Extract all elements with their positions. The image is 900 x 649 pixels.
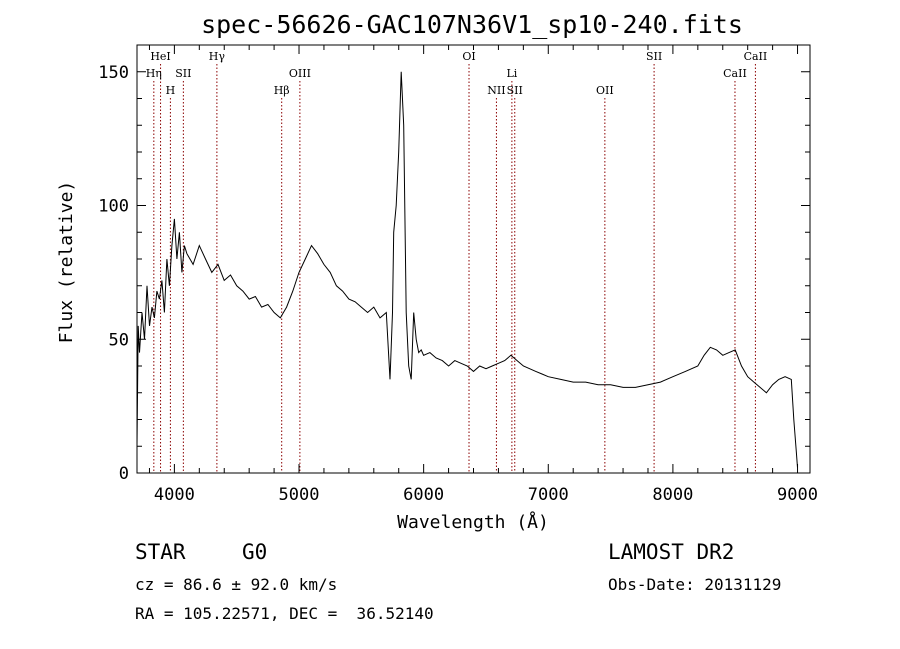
x-axis: 4000 5000 6000 7000 8000 9000 (148, 45, 818, 505)
line-label-4: Hγ (209, 50, 226, 63)
x-tick-label-4: 8000 (652, 485, 693, 505)
y-tick-label-3: 150 (98, 63, 129, 83)
y-axis-label: Flux (relative) (56, 181, 77, 344)
chart-title: spec-56626-GAC107N36V1_sp10-240.fits (201, 10, 743, 39)
line-label-5: Hβ (274, 84, 290, 97)
y-tick-label-2: 100 (98, 197, 129, 217)
line-label-12: SII (646, 50, 662, 63)
line-label-7: OI (462, 50, 475, 63)
line-label-6: OIII (289, 67, 311, 80)
line-label-8: NII (487, 84, 505, 97)
y-axis: 0 50 100 150 (98, 44, 810, 484)
line-label-9: Li (506, 67, 517, 80)
spectrum-line (136, 71, 798, 468)
x-tick-label-2: 6000 (403, 485, 444, 505)
line-label-14: CaII (744, 50, 768, 63)
line-label-3: SII (175, 67, 191, 80)
obs-date: Obs-Date: 20131129 (608, 575, 782, 594)
line-label-13: CaII (723, 67, 747, 80)
line-label-11: OII (596, 84, 614, 97)
spectrum-chart: spec-56626-GAC107N36V1_sp10-240.fits HeI… (56, 10, 818, 533)
x-axis-label: Wavelength (Å) (397, 511, 549, 533)
x-tick-label-1: 5000 (279, 485, 320, 505)
y-tick-label-1: 50 (109, 330, 129, 350)
line-label-1: Hη (146, 67, 162, 80)
survey-name: LAMOST DR2 (608, 540, 735, 564)
line-label-0: HeI (150, 50, 170, 63)
x-tick-label-5: 9000 (777, 485, 818, 505)
plot-frame (136, 44, 811, 474)
object-class: STAR (135, 540, 186, 564)
coordinates: RA = 105.22571, DEC = 36.52140 (135, 604, 434, 623)
x-tick-label-3: 7000 (528, 485, 569, 505)
line-label-2: H (166, 84, 176, 97)
y-tick-label-0: 0 (119, 464, 129, 484)
object-subclass: G0 (242, 540, 268, 564)
redshift-cz: cz = 86.6 ± 92.0 km/s (135, 575, 338, 594)
x-tick-label-0: 4000 (154, 485, 195, 505)
line-label-10: SII (507, 84, 523, 97)
